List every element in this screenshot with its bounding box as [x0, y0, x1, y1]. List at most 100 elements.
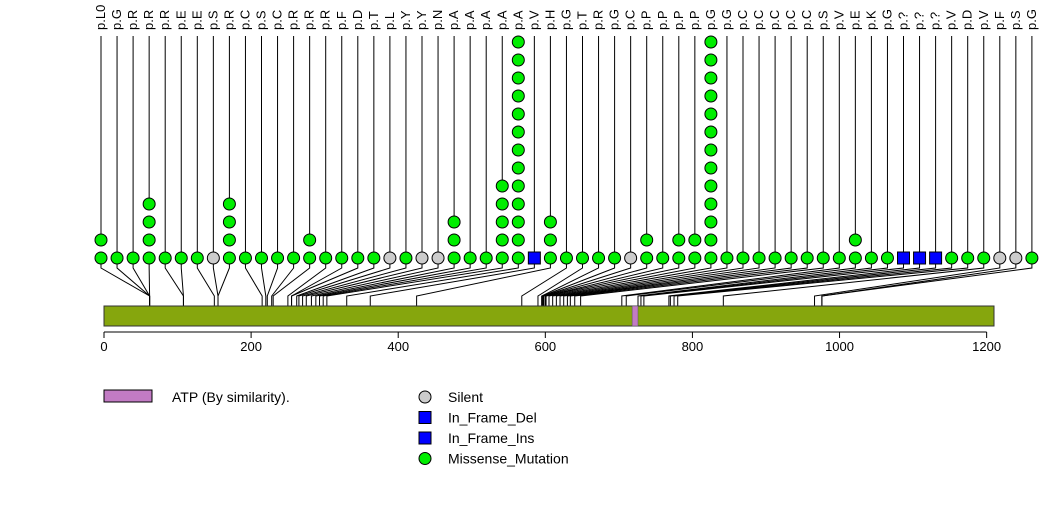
- marker-26-12: [511, 35, 525, 49]
- marker-31-0: [592, 251, 606, 265]
- marker-38-0: [704, 251, 718, 265]
- marker-41-0: [752, 251, 766, 265]
- mutation-label-3: p.R: [141, 10, 156, 30]
- mutation-label-44: p.C: [799, 10, 814, 30]
- marker-22-1: [447, 233, 461, 247]
- marker-22-2: [447, 215, 461, 229]
- mutation-label-18: p.L: [382, 12, 397, 30]
- marker-11-0: [271, 251, 285, 265]
- marker-38-5: [704, 161, 718, 175]
- x-axis: 0 200 400 600 800 1000 1200: [100, 331, 1001, 354]
- mutation-label-1: p.G: [109, 9, 124, 30]
- marker-16-0: [351, 251, 365, 265]
- mutation-label-9: p.C: [237, 10, 252, 30]
- mutation-label-16: p.D: [350, 10, 365, 30]
- marker-37-0: [688, 251, 702, 265]
- mutation-label-36: p.P: [671, 10, 686, 30]
- protein-track: [103, 305, 995, 327]
- mutation-label-57: p.S: [1008, 10, 1023, 30]
- marker-25-3: [495, 197, 509, 211]
- marker-47-1: [848, 233, 862, 247]
- mutation-label-17: p.T: [366, 11, 381, 30]
- mutation-label-19: p.Y: [398, 10, 413, 30]
- marker-8-1: [222, 233, 236, 247]
- marker-0-0: [94, 251, 108, 265]
- mutation-label-52: p.?: [928, 12, 943, 30]
- mutation-label-31: p.R: [591, 10, 606, 30]
- marker-28-1: [543, 233, 557, 247]
- marker-42-0: [768, 251, 782, 265]
- marker-30-0: [576, 251, 589, 265]
- x-tick-label-1000: 1000: [825, 339, 854, 354]
- marker-14-0: [319, 251, 333, 265]
- x-tick-label-200: 200: [240, 339, 262, 354]
- marker-26-5: [511, 161, 525, 175]
- mutation-label-6: p.E: [189, 10, 204, 30]
- marker-20-0: [415, 251, 429, 265]
- mutation-label-12: p.R: [286, 10, 301, 30]
- legend-domain-label: ATP (By similarity).: [172, 389, 290, 405]
- mutation-label-51: p.?: [912, 12, 927, 30]
- mutation-label-38: p.G: [703, 9, 718, 30]
- mutation-label-22: p.A: [446, 10, 461, 30]
- mutation-label-11: p.C: [270, 10, 285, 30]
- mutation-label-43: p.C: [783, 10, 798, 30]
- marker-40-0: [736, 251, 750, 265]
- marker-26-0: [511, 251, 525, 265]
- marker-54-0: [961, 251, 975, 265]
- mutation-label-49: p.G: [879, 9, 894, 30]
- marker-26-10: [511, 71, 525, 85]
- legend-label-1: In_Frame_Del: [448, 410, 537, 426]
- marker-18-0: [383, 251, 397, 265]
- marker-36-1: [672, 233, 686, 247]
- marker-2-0: [126, 251, 140, 265]
- mutation-label-5: p.E: [173, 10, 188, 30]
- legend-symbol-2: [418, 431, 432, 445]
- marker-25-0: [495, 251, 509, 265]
- mutation-label-32: p.G: [607, 9, 622, 30]
- mutation-label-42: p.C: [767, 10, 782, 30]
- mutation-label-23: p.A: [462, 10, 477, 30]
- marker-26-2: [511, 215, 525, 229]
- marker-38-2: [704, 215, 718, 229]
- marker-38-11: [704, 53, 718, 67]
- marker-3-3: [142, 197, 156, 211]
- marker-12-0: [287, 251, 301, 265]
- legend-symbol-1: [418, 411, 432, 424]
- marker-3-0: [142, 251, 156, 265]
- legend: ATP (By similarity). Silent In_Frame_Del In…: [103, 389, 569, 467]
- marker-43-0: [784, 251, 798, 265]
- legend-label-3: Missense_Mutation: [448, 451, 569, 467]
- legend-label-0: Silent: [448, 389, 483, 405]
- mutation-label-8: p.R: [221, 10, 236, 30]
- marker-48-0: [864, 251, 878, 265]
- mutation-label-24: p.A: [478, 10, 493, 30]
- marker-36-0: [672, 251, 686, 265]
- marker-49-0: [880, 251, 894, 265]
- marker-34-0: [640, 251, 654, 265]
- marker-25-2: [495, 215, 509, 229]
- marker-28-2: [543, 215, 557, 229]
- mutation-label-50: p.?: [896, 12, 911, 30]
- marker-27-0: [527, 251, 541, 265]
- marker-38-12: [704, 35, 718, 49]
- marker-6-0: [190, 251, 204, 265]
- marker-13-1: [303, 233, 317, 247]
- marker-22-0: [447, 251, 461, 265]
- protein-backbone: [103, 305, 995, 327]
- mutation-markers: [94, 35, 1039, 265]
- marker-10-0: [255, 251, 268, 265]
- marker-39-0: [720, 251, 734, 265]
- stem-lines: [100, 36, 1033, 258]
- mutation-label-37: p.P: [687, 10, 702, 30]
- legend-symbol-3: [418, 452, 432, 465]
- marker-8-0: [222, 251, 236, 265]
- marker-51-0: [913, 251, 927, 265]
- marker-26-7: [511, 125, 525, 139]
- mutation-label-13: p.R: [302, 10, 317, 30]
- marker-38-3: [704, 197, 718, 211]
- x-tick-label-1200: 1200: [972, 339, 1001, 354]
- marker-0-1: [94, 233, 108, 247]
- marker-13-0: [303, 251, 317, 265]
- mutation-label-21: p.N: [430, 10, 445, 30]
